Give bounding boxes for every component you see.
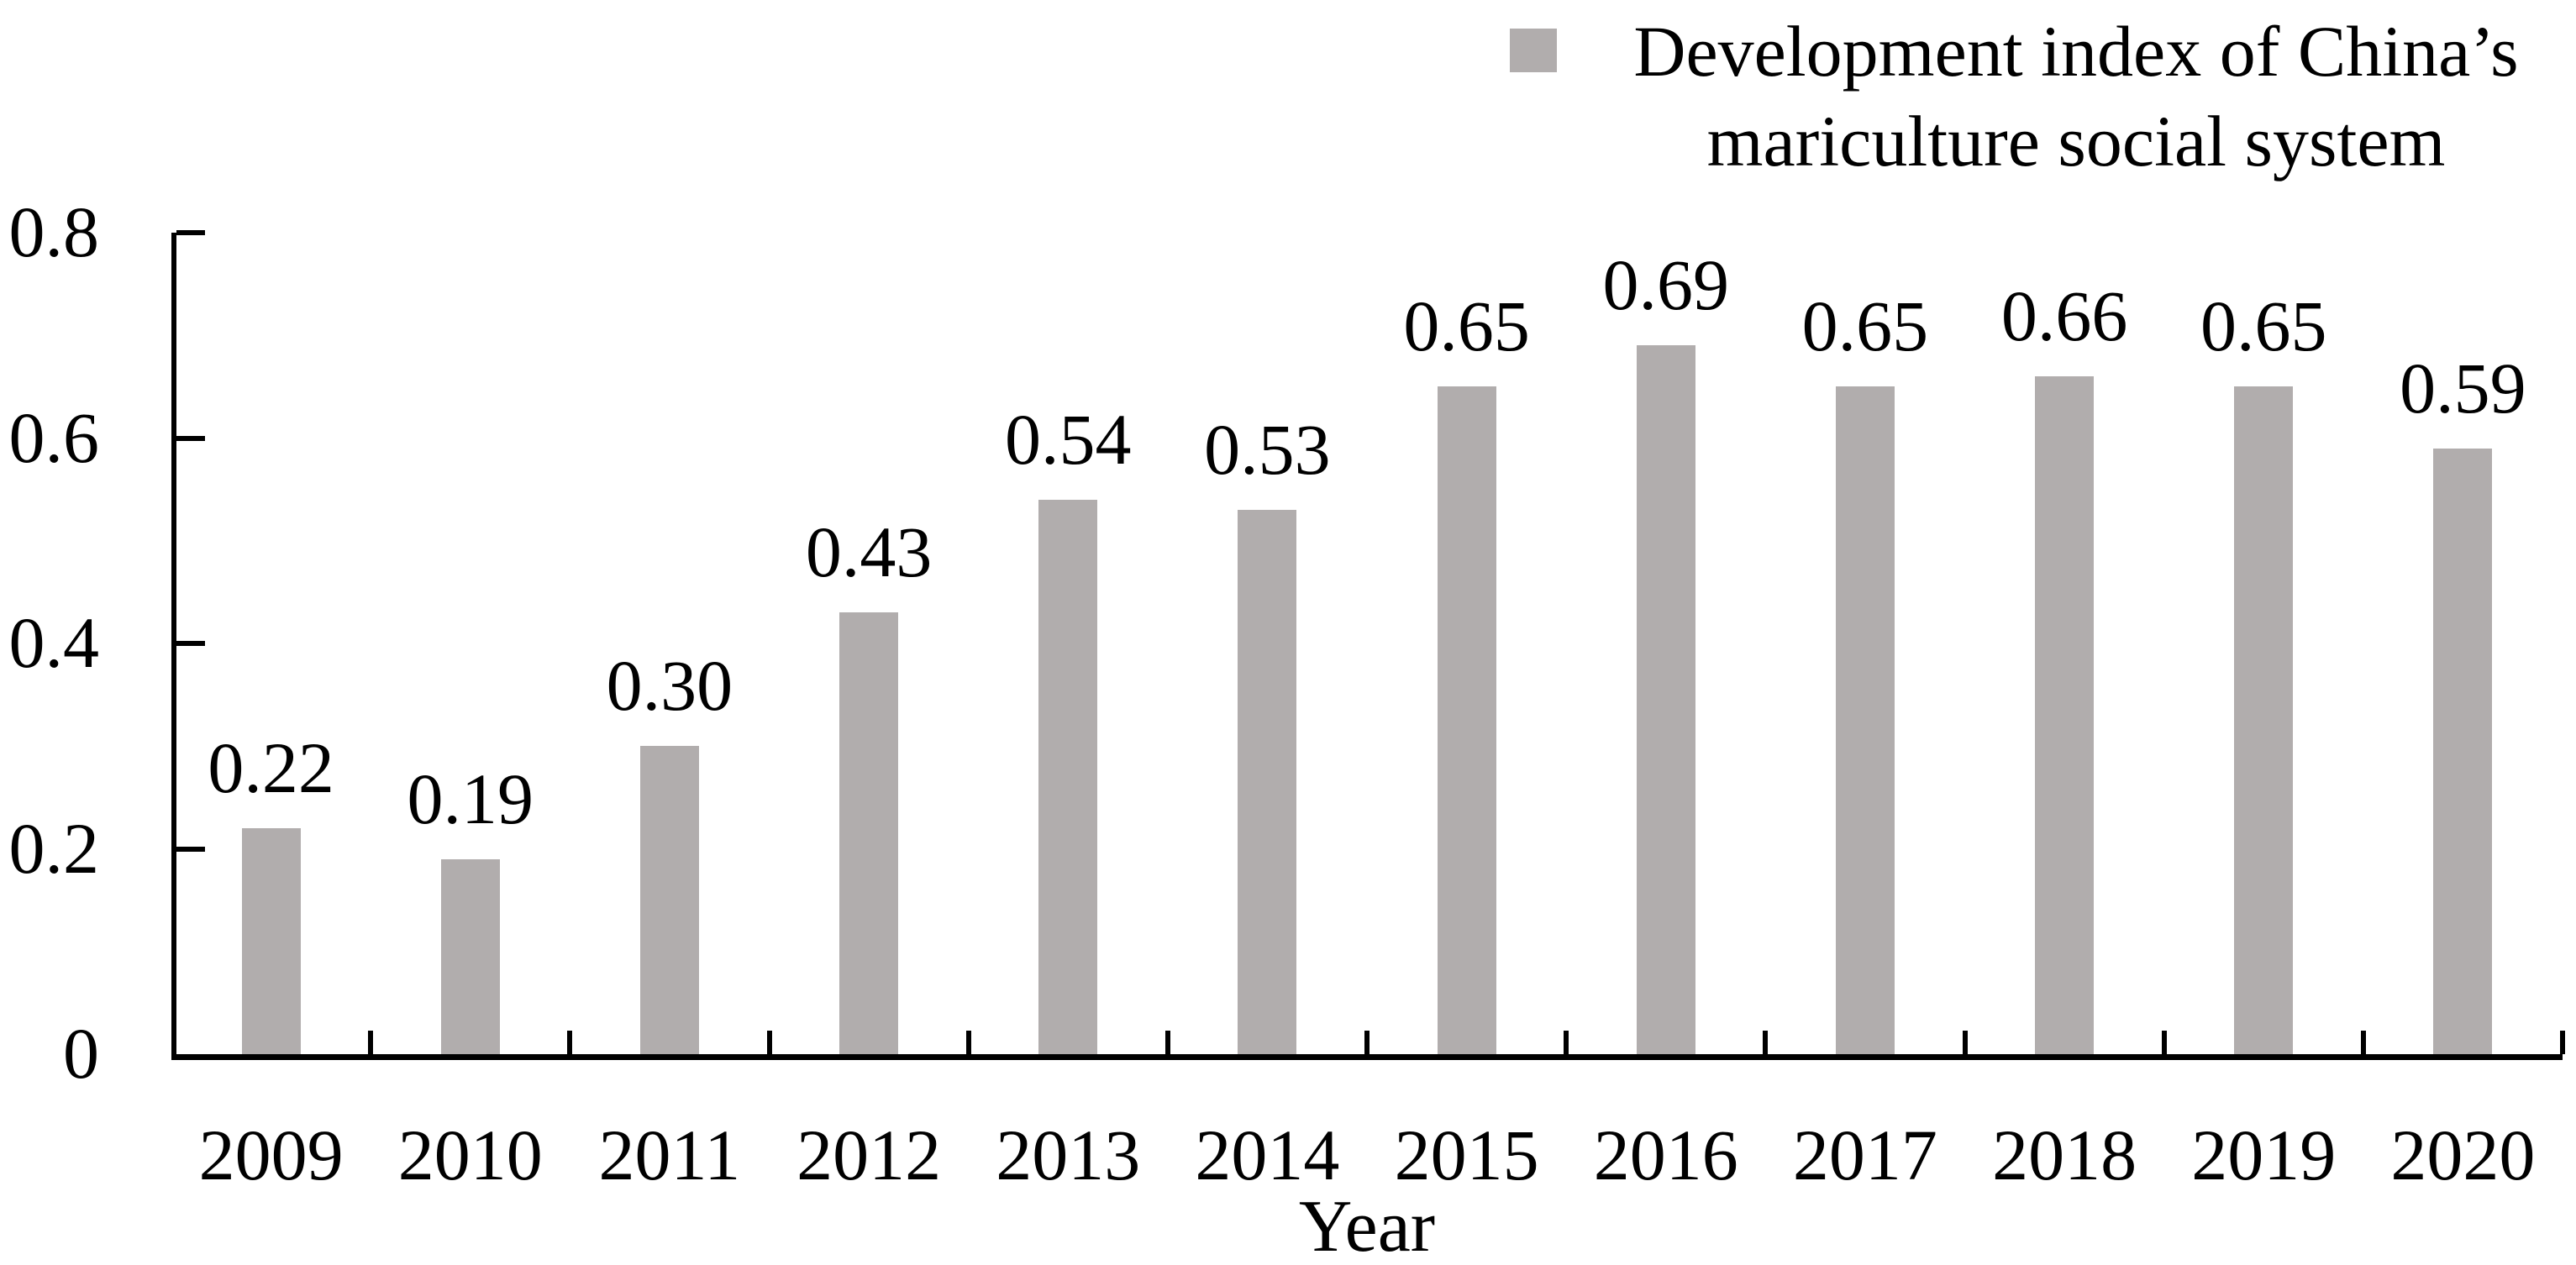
x-axis-tick-mark	[567, 1031, 573, 1054]
x-axis-tick-label: 2011	[598, 1115, 741, 1195]
y-axis-tick-mark	[176, 435, 205, 441]
bar-value-label: 0.69	[1602, 244, 1730, 325]
x-axis-tick-label: 2016	[1593, 1115, 1738, 1195]
x-axis-tick-mark	[1164, 1031, 1170, 1054]
y-axis-tick-mark	[176, 641, 205, 646]
x-axis-tick-label: 2020	[2390, 1115, 2536, 1195]
y-axis-tick-label: 0.2	[8, 807, 100, 889]
x-axis-title: Year	[1298, 1186, 1436, 1265]
bar-2020	[2433, 449, 2493, 1054]
x-axis-tick-mark	[1962, 1031, 1968, 1054]
x-axis-tick-label: 2014	[1195, 1115, 1340, 1195]
bar-2012	[839, 612, 899, 1054]
bar-value-label: 0.43	[805, 512, 933, 592]
x-axis-tick-mark	[766, 1031, 772, 1054]
x-axis-tick-label: 2009	[198, 1115, 344, 1195]
bar-value-label: 0.65	[2200, 286, 2327, 366]
x-axis-tick-mark	[1564, 1031, 1569, 1054]
bar-2018	[2035, 376, 2095, 1054]
y-axis-tick-label: 0.4	[8, 602, 100, 683]
y-axis-tick-label: 0.6	[8, 396, 100, 478]
bar-2009	[241, 828, 301, 1054]
x-axis-tick-mark	[2360, 1031, 2366, 1054]
bar-2011	[639, 746, 699, 1054]
y-axis-tick-label: 0.8	[8, 192, 100, 272]
x-axis-tick-mark	[2161, 1031, 2167, 1054]
bar-2016	[1636, 345, 1695, 1054]
bar-2017	[1835, 386, 1895, 1054]
bar-value-label: 0.30	[606, 645, 733, 726]
legend-marker-swatch	[1510, 29, 1557, 72]
x-axis-tick-label: 2012	[796, 1115, 942, 1195]
y-axis-tick-label: 0	[63, 1013, 99, 1094]
x-axis-tick-label: 2010	[397, 1115, 543, 1195]
bar-value-label: 0.19	[407, 758, 534, 839]
bar-value-label: 0.66	[2000, 276, 2128, 356]
x-axis-tick-mark	[2560, 1031, 2565, 1054]
bar-2010	[440, 859, 500, 1054]
x-axis-tick-mark	[1763, 1031, 1769, 1054]
y-axis-tick-mark	[176, 846, 205, 852]
x-axis-tick-label: 2015	[1394, 1115, 1539, 1195]
x-axis-tick-label: 2018	[1992, 1115, 2137, 1195]
x-axis-tick-mark	[368, 1031, 374, 1054]
bar-2013	[1038, 500, 1098, 1054]
plot-area	[171, 230, 2565, 1060]
x-axis-tick-label: 2019	[2191, 1115, 2337, 1195]
bar-value-label: 0.53	[1204, 409, 1331, 490]
bar-value-label: 0.22	[208, 727, 334, 808]
bar-value-label: 0.59	[2400, 348, 2526, 428]
x-axis-tick-label: 2013	[996, 1115, 1141, 1195]
x-axis-tick-mark	[1364, 1031, 1369, 1054]
legend-label: Development index of China’s mariculture…	[1633, 11, 2519, 181]
x-axis-tick-mark	[965, 1031, 971, 1054]
bar-2019	[2234, 386, 2294, 1054]
y-axis-tick-mark	[176, 230, 205, 235]
bar-value-label: 0.65	[1403, 286, 1530, 366]
bar-value-label: 0.54	[1005, 399, 1132, 480]
x-axis-tick-label: 2017	[1792, 1115, 1937, 1195]
bar-2015	[1437, 386, 1496, 1054]
bar-2014	[1238, 510, 1297, 1054]
bar-value-label: 0.65	[1801, 286, 1929, 366]
